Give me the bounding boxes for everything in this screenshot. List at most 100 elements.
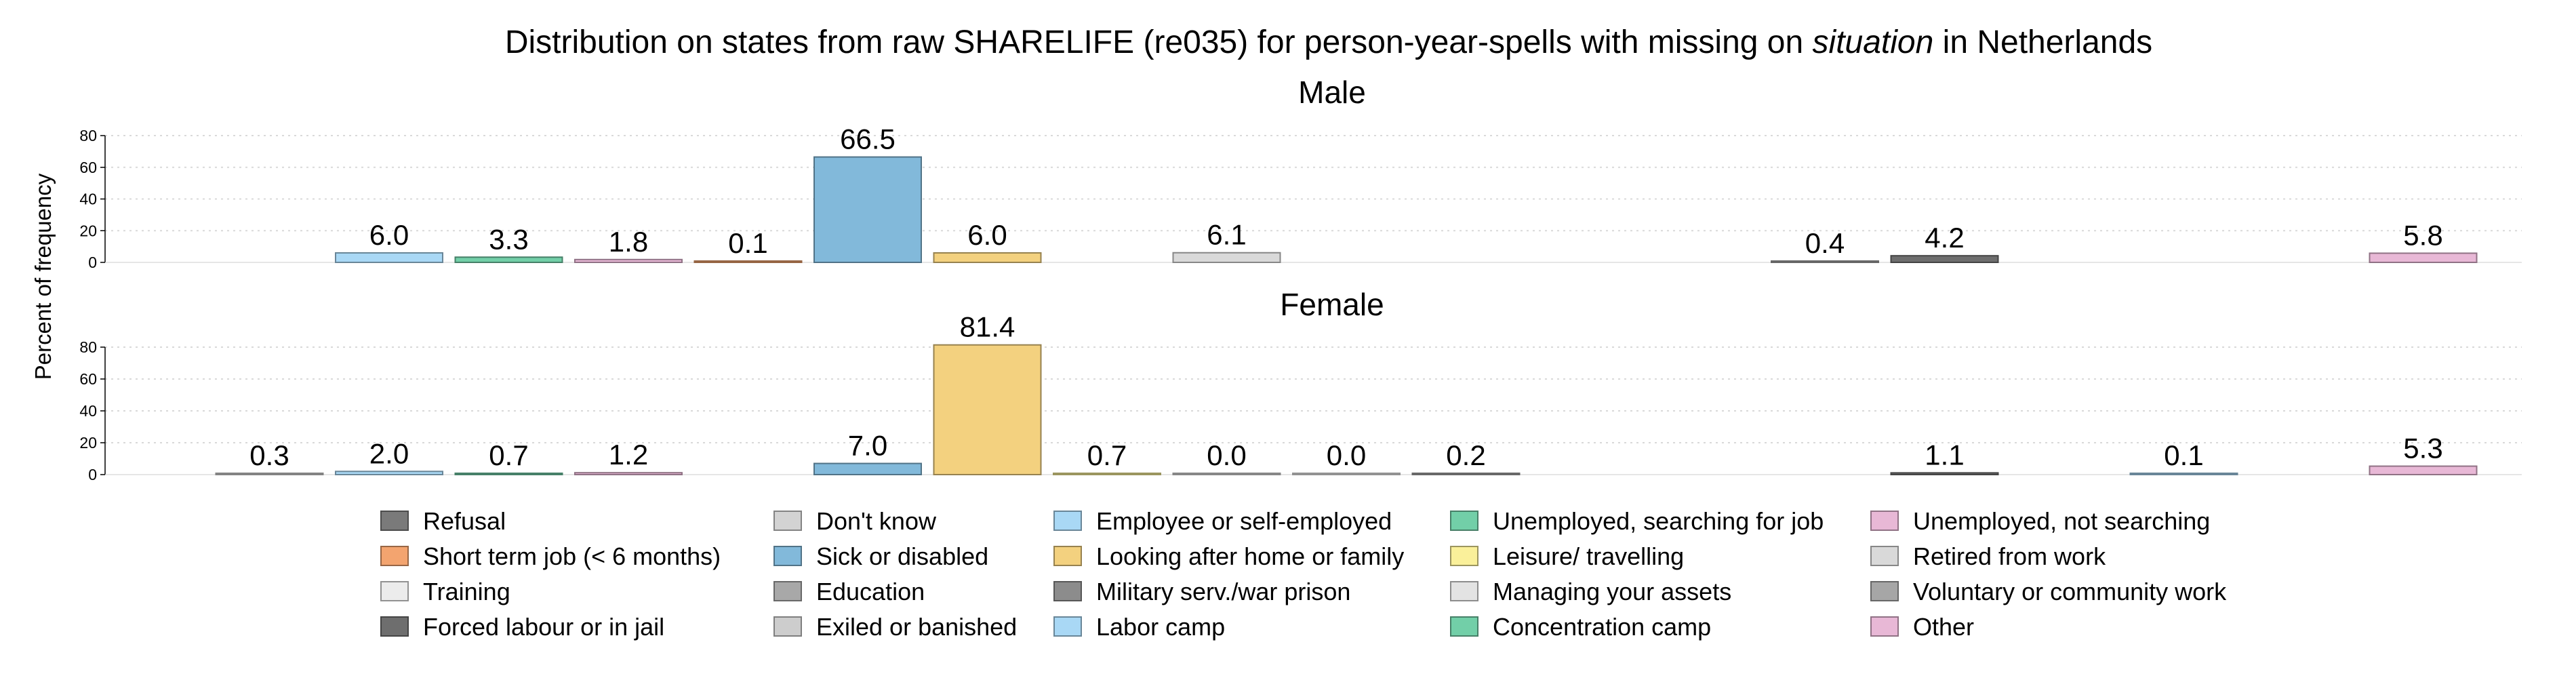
data-label: 66.5: [840, 123, 895, 155]
data-label: 2.0: [369, 437, 409, 469]
legend-swatch: [1870, 581, 1899, 601]
data-label: 0.7: [489, 439, 528, 471]
y-tick-label: 20: [79, 222, 97, 239]
legend-swatch: [380, 511, 409, 531]
legend-item: Don't know: [773, 507, 937, 535]
legend-swatch: [1870, 511, 1899, 531]
data-label: 0.1: [728, 227, 767, 259]
bar: [1890, 255, 1999, 263]
data-label: 0.0: [1207, 439, 1246, 471]
chart-title: Distribution on states from raw SHARELIF…: [505, 24, 2152, 60]
legend-label: Employee or self-employed: [1096, 507, 1392, 535]
legend-label: Retired from work: [1913, 542, 2106, 570]
legend-label: Leisure/ travelling: [1493, 542, 1684, 570]
bar: [813, 462, 922, 475]
legend-label: Sick or disabled: [816, 542, 988, 570]
bar: [1172, 473, 1281, 475]
bar: [335, 252, 443, 264]
y-tick-label: 60: [79, 159, 97, 176]
data-label: 4.2: [1925, 222, 1964, 254]
bar: [1053, 473, 1161, 475]
legend-swatch: [1450, 511, 1478, 531]
data-label: 0.2: [1446, 439, 1485, 471]
bar: [693, 260, 803, 263]
legend-swatch: [1450, 546, 1478, 566]
panel-label: Female: [1280, 287, 1384, 322]
legend-swatch: [1870, 616, 1899, 637]
legend-swatch: [380, 581, 409, 601]
chart-title-part-2: situation: [1813, 24, 1934, 60]
legend-label: Looking after home or family: [1096, 542, 1404, 570]
legend-label: Forced labour or in jail: [423, 613, 664, 641]
panel-male: Male 0 20 40 60 80 6.0 3.3 1.8 0.1 66.5 6.0 6.1 0.4 4.…: [79, 75, 2522, 271]
legend-item: Unemployed, searching for job: [1450, 507, 1824, 535]
y-tick-label: 60: [79, 370, 97, 388]
legend-label: Managing your assets: [1493, 578, 1731, 605]
data-label: 1.1: [1925, 439, 1964, 471]
data-label: 1.8: [609, 226, 648, 258]
legend-item: Sick or disabled: [773, 542, 988, 570]
bar: [2129, 473, 2238, 475]
legend-item: Forced labour or in jail: [380, 613, 664, 641]
bar: [1172, 252, 1281, 263]
data-label: 5.8: [2403, 219, 2442, 251]
legend-item: Military serv./war prison: [1053, 578, 1350, 605]
legend-label: Concentration camp: [1493, 613, 1711, 641]
bar: [574, 472, 683, 475]
data-label: 6.0: [967, 219, 1007, 251]
data-label: 0.4: [1805, 227, 1845, 259]
bar: [335, 471, 443, 475]
legend-item: Voluntary or community work: [1870, 578, 2227, 605]
legend-swatch: [1053, 511, 1082, 531]
bar: [1292, 473, 1401, 475]
bar: [2369, 252, 2478, 264]
y-axis-label: Percent of frequency: [31, 173, 56, 380]
legend-swatch: [380, 546, 409, 566]
legend-swatch: [380, 616, 409, 637]
legend-swatch: [1450, 616, 1478, 637]
legend-swatch: [773, 616, 802, 637]
bar: [1411, 473, 1521, 475]
y-tick-label: 20: [79, 434, 97, 452]
legend-label: Refusal: [423, 507, 506, 535]
legend-swatch: [773, 511, 802, 531]
bar: [574, 258, 683, 264]
data-label: 0.7: [1087, 439, 1127, 471]
panels: Male 0 20 40 60 80 6.0 3.3 1.8 0.1 66.5 6.0 6.1 0.4 4.…: [79, 75, 2522, 483]
data-label: 0.3: [249, 439, 289, 471]
legend-item: Employee or self-employed: [1053, 507, 1392, 535]
legend-swatch: [1450, 581, 1478, 601]
legend-label: Short term job (< 6 months): [423, 542, 721, 570]
legend-label: Voluntary or community work: [1913, 578, 2227, 605]
legend-item: Retired from work: [1870, 542, 2106, 570]
panel-label: Male: [1298, 75, 1366, 110]
legend-item: Concentration camp: [1450, 613, 1711, 641]
data-label: 7.0: [848, 430, 887, 462]
legend-label: Training: [423, 578, 510, 605]
y-tick-label: 40: [79, 402, 97, 420]
legend-item: Looking after home or family: [1053, 542, 1404, 570]
legend-label: Exiled or banished: [816, 613, 1017, 641]
legend-label: Don't know: [816, 507, 937, 535]
bar: [933, 344, 1042, 475]
legend-item: Training: [380, 578, 510, 605]
legend-item: Short term job (< 6 months): [380, 542, 721, 570]
legend-label: Unemployed, not searching: [1913, 507, 2210, 535]
legend-swatch: [1870, 546, 1899, 566]
y-tick-label: 0: [88, 254, 97, 271]
bar: [813, 156, 922, 263]
bar: [2369, 465, 2478, 475]
bar: [933, 252, 1042, 264]
data-label: 1.2: [609, 439, 648, 471]
data-label: 6.1: [1207, 219, 1246, 251]
chart-title-part-1: Distribution on states from raw SHARELIF…: [505, 24, 1813, 60]
chart-title-part-3: in Netherlands: [1933, 24, 2152, 60]
legend-label: Education: [816, 578, 925, 605]
legend-swatch: [1053, 546, 1082, 566]
legend-item: Education: [773, 578, 925, 605]
legend-item: Other: [1870, 613, 1974, 641]
legend-item: Labor camp: [1053, 613, 1225, 641]
bar: [1771, 260, 1879, 263]
data-label: 6.0: [369, 219, 409, 251]
